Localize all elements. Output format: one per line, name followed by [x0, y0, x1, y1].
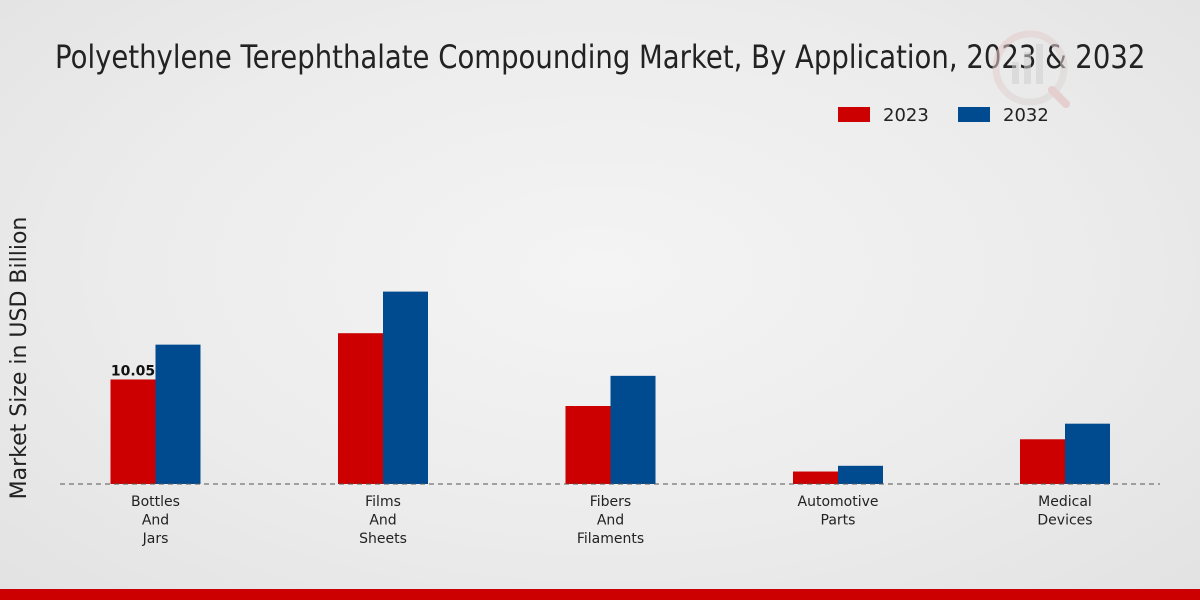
legend-swatch-2023 — [838, 107, 870, 122]
bars-group: 10.05 — [110, 291, 1110, 484]
x-tick-label-1: Films And Sheets — [359, 494, 407, 547]
legend-swatch-2032 — [958, 107, 990, 122]
bar-2032-3 — [838, 465, 883, 484]
x-tick-label-0: Bottles And Jars — [131, 494, 180, 547]
bar-2032-2 — [610, 375, 656, 484]
chart-title: Polyethylene Terephthalate Compounding M… — [55, 38, 1146, 76]
data-label-0: 10.05 — [111, 363, 155, 379]
bar-2032-0 — [155, 344, 201, 484]
bar-2023-4 — [1020, 439, 1065, 484]
watermark-logo — [992, 30, 1070, 108]
bar-2023-0 — [110, 379, 156, 484]
legend-label-2032: 2032 — [1003, 105, 1049, 126]
bar-2032-4 — [1065, 423, 1110, 484]
legend: 2023 2032 — [838, 105, 1049, 126]
y-axis-title: Market Size in USD Billion — [7, 217, 32, 500]
bar-2023-3 — [793, 471, 838, 484]
bar-2023-1 — [338, 333, 383, 484]
x-tick-label-2: Fibers And Filaments — [577, 494, 644, 547]
legend-label-2023: 2023 — [883, 105, 929, 126]
bar-2023-2 — [565, 406, 611, 484]
x-tick-label-3: Automotive Parts — [798, 494, 879, 529]
bar-2032-1 — [383, 291, 428, 484]
x-tick-labels: Bottles And Jars Films And Sheets Fibers And Fil… — [131, 494, 1093, 547]
x-tick-label-4: Medical Devices — [1037, 494, 1092, 529]
bottom-accent-bar — [0, 589, 1200, 600]
